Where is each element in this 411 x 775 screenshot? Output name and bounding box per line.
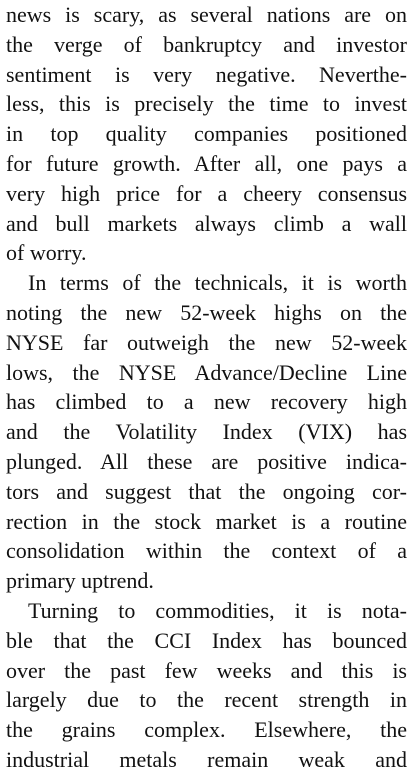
text-line: of worry. (6, 240, 87, 266)
text-line: plunged. All these are positive indica- (6, 448, 407, 474)
text-line: has climbed to a new recovery high (6, 389, 407, 415)
paragraph: In terms of the technicals, it is worth n… (6, 268, 407, 596)
text-line: for future growth. After all, one pays a (6, 150, 407, 176)
text-line: In terms of the technicals, it is worth (28, 270, 407, 296)
text-line: tors and suggest that the ongoing cor- (6, 478, 407, 504)
text-line: in top quality companies positioned (6, 121, 407, 147)
text-line: the grains complex. Elsewhere, the (6, 717, 407, 743)
text-line: news is scary, as several nations are on (6, 2, 407, 27)
paragraph: news is scary, as several nations are on… (6, 0, 407, 268)
text-line: largely due to the recent strength in (6, 687, 407, 713)
paragraph: Turning to commodities, it is nota-ble t… (6, 596, 407, 775)
text-line: sentiment is very negative. Neverthe- (6, 61, 407, 87)
text-line: less, this is precisely the time to inve… (6, 91, 407, 117)
text-line: very high price for a cheery consensus (6, 180, 407, 206)
text-line: and the Volatility Index (VIX) has (6, 419, 407, 445)
text-line: consolidation within the context of a (6, 538, 407, 564)
text-line: ble that the CCI Index has bounced (6, 627, 407, 653)
text-line: NYSE far outweigh the new 52-week (6, 329, 407, 355)
text-line: over the past few weeks and this is (6, 657, 407, 683)
text-line: the verge of bankruptcy and investor (6, 31, 407, 57)
text-line: noting the new 52-week highs on the (6, 299, 407, 325)
text-line: primary uptrend. (6, 568, 154, 594)
text-line: rection in the stock market is a routine (6, 508, 407, 534)
text-line: industrial metals remain weak and (6, 746, 407, 772)
text-line: lows, the NYSE Advance/Decline Line (6, 359, 407, 385)
text-line: and bull markets always climb a wall (6, 210, 407, 236)
text-line: Turning to commodities, it is nota- (28, 597, 407, 623)
